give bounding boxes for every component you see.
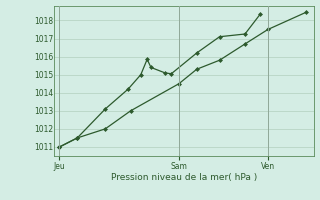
X-axis label: Pression niveau de la mer( hPa ): Pression niveau de la mer( hPa )	[111, 173, 257, 182]
